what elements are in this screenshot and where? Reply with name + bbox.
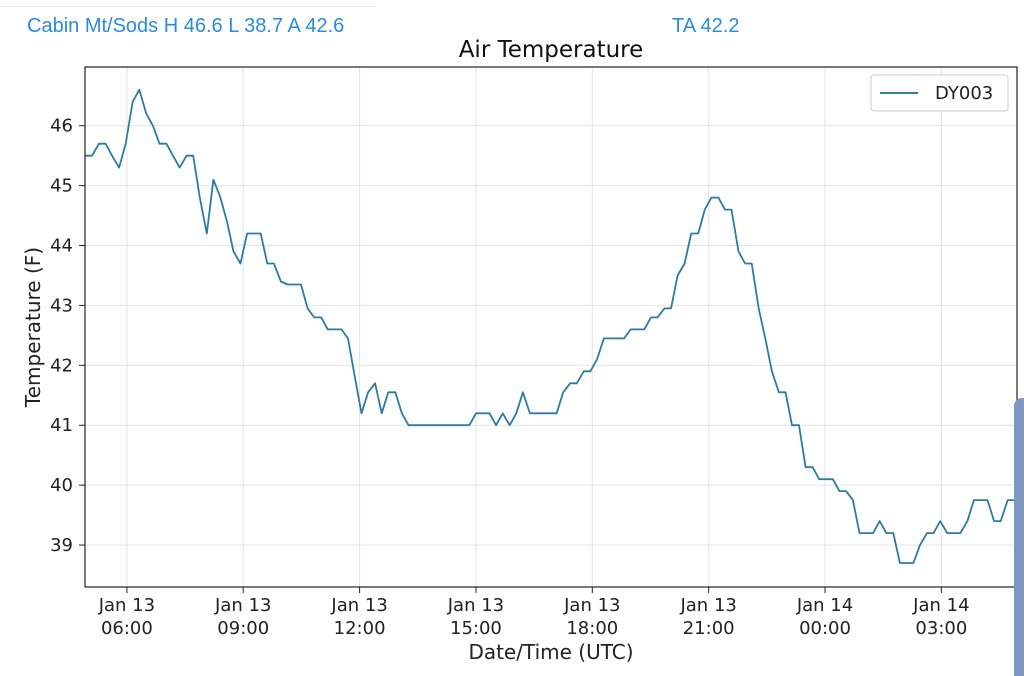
- y-tick-label: 41: [50, 415, 73, 436]
- x-tick-label-date: Jan 14: [912, 595, 969, 616]
- x-tick-label-time: 09:00: [217, 618, 269, 639]
- x-tick-label-time: 06:00: [101, 618, 153, 639]
- y-tick-label: 44: [50, 236, 73, 257]
- x-tick-label-time: 12:00: [334, 618, 386, 639]
- plot-frame: [84, 66, 1018, 588]
- y-tick-label: 43: [50, 295, 73, 316]
- x-tick-label-time: 03:00: [915, 618, 967, 639]
- legend: DY003: [870, 74, 1009, 112]
- y-axis-label: Temperature (F): [21, 247, 45, 408]
- x-tick-label-time: 15:00: [450, 618, 502, 639]
- x-tick-label-date: Jan 13: [214, 595, 271, 616]
- y-tick-label: 45: [50, 176, 73, 197]
- legend-box: [870, 74, 1009, 112]
- legend-label: DY003: [935, 83, 993, 104]
- x-tick-label-time: 18:00: [566, 618, 618, 639]
- ta-value-link[interactable]: TA 42.2: [672, 15, 740, 37]
- x-tick-label-date: Jan 13: [679, 595, 736, 616]
- station-header: Cabin Mt/Sods H 46.6 L 38.7 A 42.6 TA 42…: [0, 0, 1024, 56]
- x-tick-label-date: Jan 13: [330, 595, 387, 616]
- station-stats-link[interactable]: Cabin Mt/Sods H 46.6 L 38.7 A 42.6: [27, 15, 345, 37]
- y-tick-label: 46: [50, 116, 73, 137]
- chart-title: Air Temperature: [459, 37, 644, 63]
- x-tick-label-date: Jan 14: [796, 595, 853, 616]
- top-divider: [0, 6, 375, 7]
- series-line-dy003: [85, 88, 1017, 564]
- x-tick-label-date: Jan 13: [563, 595, 620, 616]
- scroll-handle[interactable]: [1014, 398, 1024, 676]
- grid-lines: [85, 67, 1017, 587]
- x-tick-label-time: 21:00: [683, 618, 735, 639]
- series-layer: [85, 88, 1017, 564]
- y-tick-label: 39: [50, 535, 73, 556]
- y-axis-ticks: 39 40 41 42 43 44 45 46: [50, 116, 85, 556]
- y-tick-label: 40: [50, 475, 73, 496]
- x-tick-label-date: Jan 13: [98, 595, 155, 616]
- x-tick-label-time: 00:00: [799, 618, 851, 639]
- x-tick-label-date: Jan 13: [447, 595, 504, 616]
- x-axis-label: Date/Time (UTC): [468, 640, 633, 664]
- y-tick-label: 42: [50, 355, 73, 376]
